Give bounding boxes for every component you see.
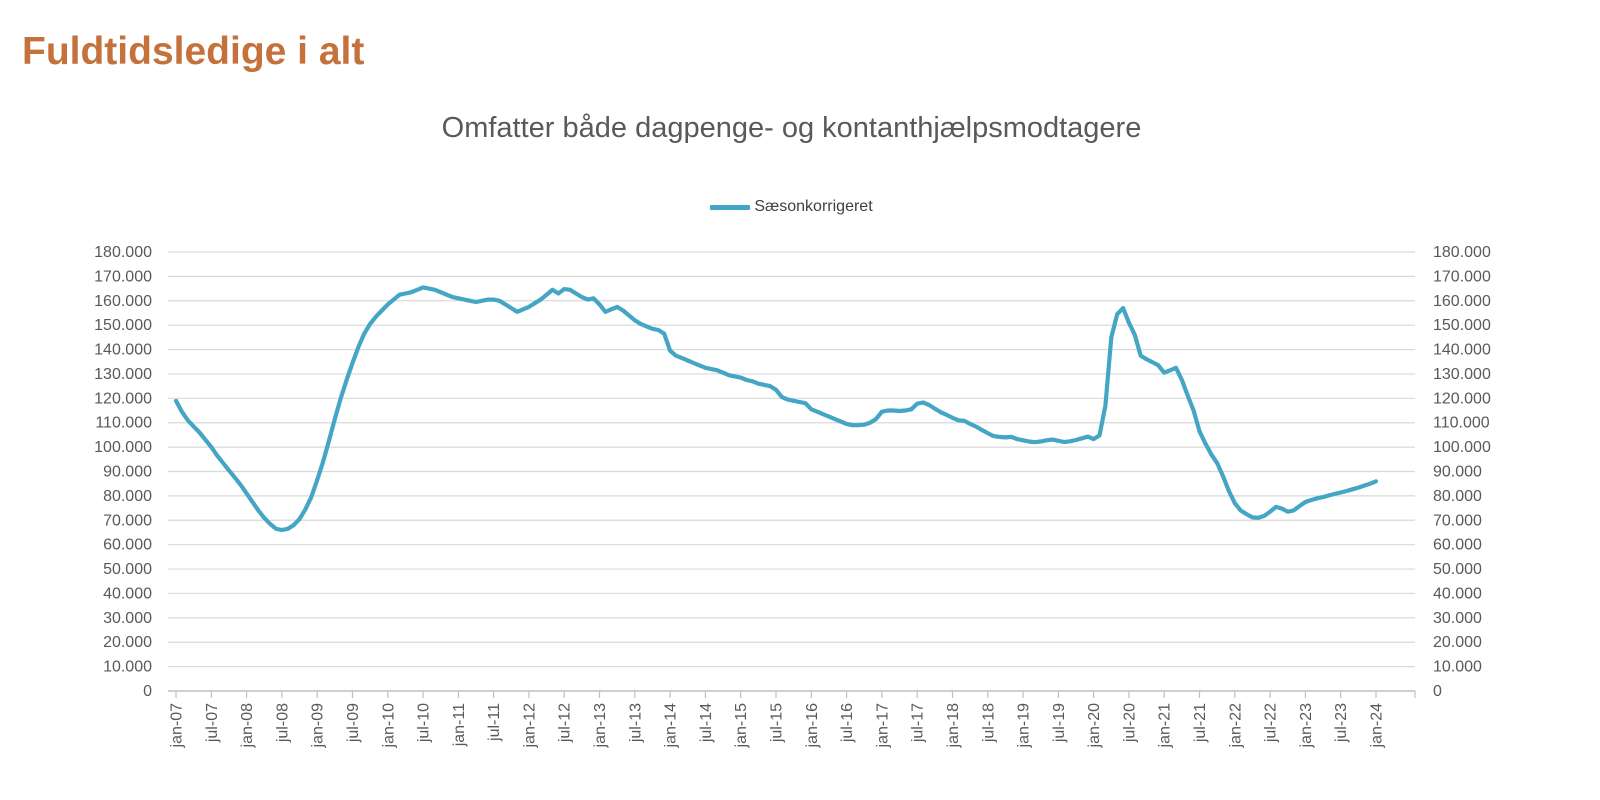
x-axis-label: jan-14 — [663, 703, 680, 749]
x-axis-label: jan-21 — [1157, 703, 1174, 749]
y-axis-label-left: 20.000 — [103, 634, 152, 651]
y-axis-label-left: 60.000 — [103, 537, 152, 554]
x-axis-label: jul-16 — [839, 703, 856, 743]
x-axis-label: jan-22 — [1227, 703, 1244, 749]
y-axis-label-right: 130.000 — [1433, 366, 1491, 383]
y-axis-label-right: 0 — [1433, 683, 1442, 700]
x-axis-label: jan-17 — [874, 703, 891, 749]
x-axis-label: jul-21 — [1192, 703, 1209, 743]
y-axis-label-right: 90.000 — [1433, 464, 1482, 481]
legend-line-swatch — [710, 204, 751, 210]
y-axis-label-left: 120.000 — [94, 390, 152, 407]
x-axis-label: jan-11 — [451, 703, 468, 747]
x-axis-label: jul-22 — [1263, 703, 1280, 743]
y-axis-label-right: 20.000 — [1433, 634, 1482, 651]
x-axis-label: jan-19 — [1016, 703, 1033, 749]
y-axis-label-left: 140.000 — [94, 342, 152, 359]
y-axis-label-left: 10.000 — [103, 659, 152, 676]
y-axis-label-left: 80.000 — [103, 488, 152, 505]
y-axis-label-left: 30.000 — [103, 610, 152, 627]
y-axis-label-right: 110.000 — [1433, 415, 1490, 432]
y-axis-label-left: 70.000 — [103, 512, 152, 529]
x-axis-label: jan-24 — [1369, 703, 1386, 749]
x-axis-label: jul-10 — [416, 703, 433, 743]
y-axis-label-right: 70.000 — [1433, 512, 1482, 529]
y-axis-label-right: 80.000 — [1433, 488, 1482, 505]
x-axis-label: jul-15 — [769, 703, 786, 743]
x-axis-label: jul-09 — [345, 703, 362, 743]
x-axis-label: jul-23 — [1333, 703, 1350, 743]
y-axis-label-left: 160.000 — [94, 293, 152, 310]
y-axis-label-right: 50.000 — [1433, 561, 1482, 578]
x-axis-label: jan-23 — [1298, 703, 1315, 749]
x-axis-label: jul-19 — [1051, 703, 1068, 743]
y-axis-label-right: 150.000 — [1433, 317, 1491, 334]
y-axis-label-left: 50.000 — [103, 561, 152, 578]
y-axis-label-left: 0 — [143, 683, 152, 700]
x-axis-label: jan-09 — [310, 703, 327, 749]
y-axis-label-left: 180.000 — [94, 244, 152, 261]
y-axis-label-left: 130.000 — [94, 366, 152, 383]
x-axis-label: jan-12 — [521, 703, 538, 749]
y-axis-label-left: 90.000 — [103, 464, 152, 481]
x-axis-label: jul-13 — [627, 703, 644, 743]
x-axis-label: jan-15 — [733, 703, 750, 749]
y-axis-label-right: 180.000 — [1433, 244, 1491, 261]
x-axis-label: jan-08 — [239, 703, 256, 749]
series-line — [173, 285, 1379, 533]
y-axis-label-right: 60.000 — [1433, 537, 1482, 554]
y-axis-label-right: 100.000 — [1433, 439, 1491, 456]
x-axis-label: jan-07 — [169, 703, 186, 749]
y-axis-label-left: 150.000 — [94, 317, 152, 334]
x-axis-label: jan-10 — [380, 703, 397, 749]
x-axis-label: jul-08 — [274, 703, 291, 743]
legend-label: Sæsonkorrigeret — [754, 198, 873, 215]
x-axis-label: jul-18 — [980, 703, 997, 743]
y-axis-label-right: 10.000 — [1433, 659, 1482, 676]
y-axis-label-right: 170.000 — [1433, 268, 1491, 285]
y-axis-label-right: 40.000 — [1433, 585, 1482, 602]
x-axis-label: jul-11 — [486, 703, 503, 742]
page-title: Fuldtidsledige i alt — [22, 30, 365, 73]
x-axis-label: jul-12 — [557, 703, 574, 743]
y-axis-label-right: 160.000 — [1433, 293, 1491, 310]
x-axis-label: jan-20 — [1086, 703, 1103, 749]
legend: Sæsonkorrigeret — [168, 198, 1415, 216]
x-axis-label: jul-20 — [1121, 703, 1138, 743]
x-axis-label: jan-13 — [592, 703, 609, 749]
x-axis-label: jan-16 — [804, 703, 821, 749]
x-axis-label: jul-17 — [910, 703, 927, 743]
y-axis-label-left: 100.000 — [94, 439, 152, 456]
y-axis-label-left: 170.000 — [94, 268, 152, 285]
y-axis-label-right: 120.000 — [1433, 390, 1491, 407]
y-axis-label-left: 110.000 — [95, 415, 152, 432]
chart-title: Omfatter både dagpenge- og kontanthjælps… — [441, 112, 1142, 144]
x-axis-label: jan-18 — [945, 703, 962, 749]
y-axis-label-left: 40.000 — [103, 585, 152, 602]
x-axis-label: jul-14 — [698, 703, 715, 743]
y-axis-label-right: 30.000 — [1433, 610, 1482, 627]
x-axis-label: jul-07 — [204, 703, 221, 743]
y-axis-label-right: 140.000 — [1433, 342, 1491, 359]
